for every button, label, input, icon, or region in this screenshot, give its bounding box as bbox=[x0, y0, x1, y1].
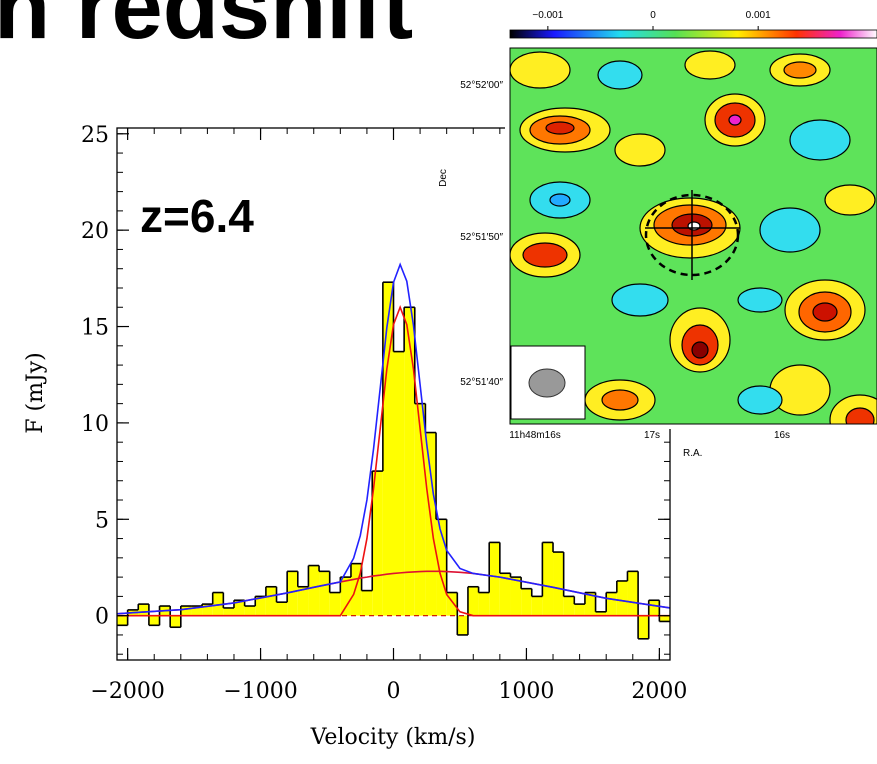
ra-label: 17s bbox=[644, 430, 660, 441]
bar bbox=[382, 282, 394, 616]
bar bbox=[467, 586, 479, 616]
bar bbox=[244, 606, 256, 616]
dec-label: 52°52′00″ bbox=[460, 80, 503, 91]
x-tick-label: −2000 bbox=[90, 679, 164, 704]
y-tick-label: 5 bbox=[95, 508, 109, 533]
bar bbox=[489, 542, 500, 616]
bar bbox=[531, 596, 543, 616]
bar bbox=[212, 592, 224, 616]
bar bbox=[404, 307, 415, 616]
x-tick-label: 2000 bbox=[631, 679, 687, 704]
bar bbox=[616, 580, 628, 616]
y-tick-label: 20 bbox=[81, 219, 109, 244]
bar bbox=[436, 519, 447, 616]
colorbar-tick-label: 0 bbox=[650, 10, 656, 21]
inset bbox=[420, 0, 877, 429]
bar bbox=[648, 600, 660, 616]
bar bbox=[563, 596, 575, 616]
bar bbox=[202, 604, 213, 616]
bar bbox=[297, 586, 309, 616]
x-tick-label: 0 bbox=[387, 679, 401, 704]
bar bbox=[574, 604, 585, 616]
y-tick-label: 10 bbox=[81, 412, 109, 437]
bar bbox=[627, 571, 639, 616]
bar bbox=[478, 592, 490, 616]
bar bbox=[350, 563, 362, 616]
bar bbox=[553, 552, 564, 616]
fit-curve bbox=[117, 305, 670, 617]
bar bbox=[659, 615, 670, 622]
bar bbox=[308, 565, 320, 616]
colorbar-tick-label: 0.001 bbox=[746, 10, 771, 21]
bar bbox=[233, 600, 245, 616]
bar bbox=[287, 571, 298, 616]
fit-curve bbox=[116, 262, 671, 615]
bar bbox=[361, 590, 373, 616]
annotation: z=6.4 bbox=[140, 190, 254, 242]
bar bbox=[584, 592, 596, 616]
y-tick-label: 15 bbox=[81, 316, 109, 341]
bar bbox=[446, 592, 458, 616]
dec-axis-label: Dec bbox=[438, 169, 449, 187]
bar bbox=[170, 615, 181, 628]
bar bbox=[265, 586, 277, 616]
ra-axis-label: R.A. bbox=[683, 448, 702, 459]
bar bbox=[595, 611, 607, 616]
bar bbox=[393, 351, 405, 616]
heading: h redshift bbox=[0, 0, 413, 58]
bar bbox=[138, 604, 149, 616]
bar bbox=[638, 615, 649, 639]
x-axis-label: Velocity (km/s) bbox=[310, 725, 476, 750]
bar bbox=[510, 577, 522, 616]
y-axis-label: F (mJy) bbox=[23, 352, 48, 434]
ra-label: 16s bbox=[774, 430, 790, 441]
bar bbox=[191, 606, 203, 616]
bar bbox=[117, 615, 128, 626]
y-tick-label: 25 bbox=[81, 123, 109, 148]
bar bbox=[372, 471, 383, 616]
x-tick-label: 1000 bbox=[498, 679, 554, 704]
bar bbox=[148, 615, 160, 626]
dec-label: 52°51′50″ bbox=[460, 232, 503, 243]
bar bbox=[521, 588, 532, 616]
y-tick-label: 0 bbox=[95, 605, 109, 630]
bar bbox=[606, 592, 617, 616]
dec-label: 52°51′40″ bbox=[460, 377, 503, 388]
bar bbox=[499, 573, 511, 616]
bar bbox=[276, 602, 288, 616]
bar bbox=[319, 571, 330, 616]
x-tick-label: −1000 bbox=[223, 679, 297, 704]
inset-background bbox=[420, 0, 877, 48]
bar bbox=[223, 607, 234, 616]
bar bbox=[340, 577, 351, 616]
colorbar bbox=[509, 29, 877, 39]
bar bbox=[255, 596, 266, 616]
colorbar-tick-label: −0.001 bbox=[532, 10, 563, 21]
bar bbox=[457, 615, 468, 635]
bar bbox=[414, 403, 426, 616]
bar bbox=[180, 606, 192, 616]
ra-label: 11h48m16s bbox=[509, 430, 561, 441]
bar bbox=[542, 542, 554, 616]
bar bbox=[329, 592, 341, 616]
